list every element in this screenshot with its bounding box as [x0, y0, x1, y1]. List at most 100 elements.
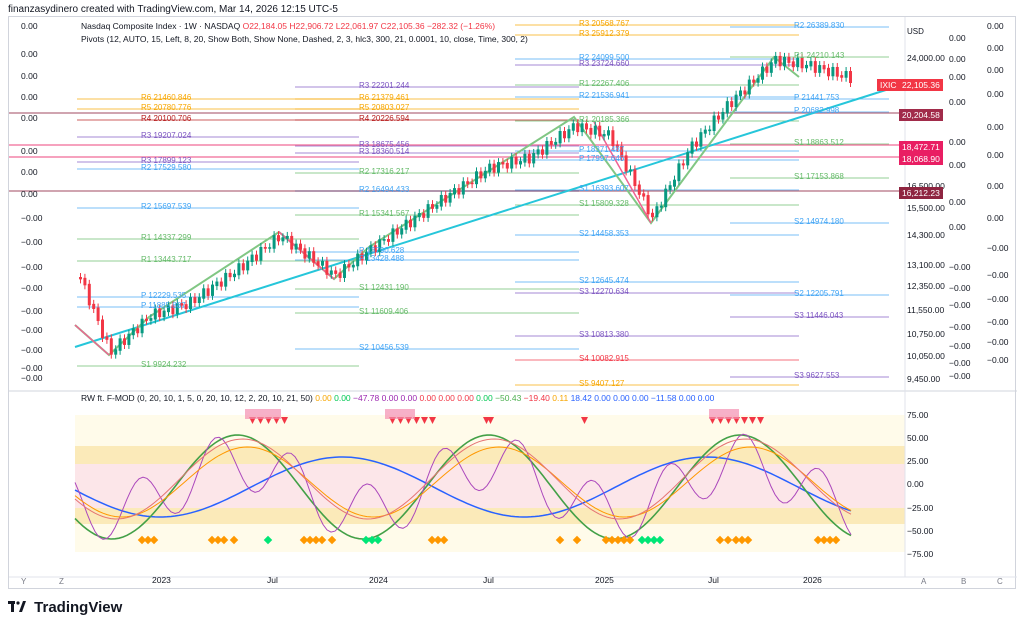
orange-diamond-marker — [613, 535, 623, 545]
left-zero-value: −0.00 — [21, 213, 43, 223]
price-tick: 24,000.00 — [907, 53, 945, 63]
candle-body — [827, 67, 830, 77]
candle-body — [734, 94, 738, 108]
candle-body — [457, 188, 461, 195]
chart-canvas[interactable] — [9, 17, 1017, 590]
right-zero-value: −0.00 — [949, 262, 971, 272]
zoom-toggle-z[interactable]: Z — [59, 577, 64, 586]
right-zero-value-2: 0.00 — [987, 65, 1004, 75]
oscillator-value: −50.43 — [495, 393, 524, 403]
oscillator-tick: 75.00 — [907, 410, 929, 420]
candle-body — [167, 305, 170, 313]
pivot-level-label: P 13428.488 — [359, 254, 405, 263]
time-tick: Jul — [267, 575, 278, 585]
oscillator-tick: 25.00 — [907, 456, 929, 466]
right-zero-value-2: 0.00 — [987, 213, 1004, 223]
candle-body — [409, 219, 412, 228]
price-tick: 9,450.00 — [907, 374, 941, 384]
candle-body — [721, 111, 725, 120]
orange-diamond-marker — [311, 535, 321, 545]
candle-body — [673, 179, 676, 187]
pivot-level-label: R1 20185.366 — [579, 115, 630, 124]
candle-body — [435, 205, 439, 209]
candle-body — [369, 245, 373, 254]
candle-body — [791, 61, 795, 68]
candle-body — [268, 247, 272, 249]
oscillator-value: 0.00 — [400, 393, 420, 403]
oscillator-value: −47.78 — [353, 393, 382, 403]
pivots-indicator-legend[interactable]: Pivots (12, AUTO, 15, Left, 8, 20, Show … — [81, 34, 528, 44]
candle-body — [215, 281, 219, 287]
auto-scale-a[interactable]: A — [921, 577, 927, 586]
red-triangle-marker — [581, 417, 588, 424]
oscillator-value: 0.00 — [334, 393, 354, 403]
orange-diamond-marker — [327, 535, 337, 545]
orange-diamond-marker — [433, 535, 443, 545]
pivot-level-label: P 18371.487 — [579, 145, 625, 154]
oscillator-value: 0.00 — [419, 393, 439, 403]
candle-body — [334, 270, 338, 274]
candle-body — [145, 318, 148, 321]
orange-diamond-marker — [625, 535, 635, 545]
green-diamond-marker — [649, 535, 659, 545]
candle-body — [96, 307, 100, 322]
candle-body — [752, 79, 756, 83]
candle-body — [246, 260, 250, 271]
candle-body — [149, 318, 153, 321]
oscillator-tick: −25.00 — [907, 503, 934, 513]
scale-c[interactable]: C — [997, 577, 1003, 586]
overbought-highlight — [385, 409, 415, 419]
left-zero-value: −0.00 — [21, 237, 43, 247]
orange-diamond-marker — [619, 535, 629, 545]
currency-label[interactable]: USD — [907, 27, 924, 36]
tradingview-logo[interactable]: TradingView — [8, 599, 122, 616]
candle-body — [527, 153, 531, 164]
candle-body — [255, 254, 258, 261]
candle-body — [453, 188, 456, 195]
candle-body — [787, 56, 791, 63]
left-zero-value: −0.00 — [21, 363, 43, 373]
candle-body — [321, 260, 324, 266]
tradingview-logo-icon — [8, 601, 26, 612]
green-diamond-marker — [367, 535, 377, 545]
pivot-level-label: R2 21536.941 — [579, 91, 630, 100]
candle-body — [580, 123, 584, 133]
candle-body — [382, 239, 386, 241]
candle-body — [655, 206, 659, 218]
scale-b[interactable]: B — [961, 577, 967, 586]
symbol-legend[interactable]: Nasdaq Composite Index · 1W · NASDAQ O22… — [81, 21, 495, 31]
price-tick: 10,750.00 — [907, 329, 945, 339]
candle-body — [633, 169, 637, 187]
oscillator-line — [74, 433, 852, 540]
ohlc-high: H22,906.72 — [289, 21, 334, 31]
pivot-level-label: S3 11446.043 — [794, 311, 844, 320]
red-triangle-marker — [487, 417, 494, 424]
pivot-level-label: S2 12205.791 — [794, 289, 844, 298]
oscillator-value: 0.00 — [613, 393, 633, 403]
candle-body — [668, 185, 672, 191]
candle-body — [118, 338, 122, 351]
candle-body — [681, 163, 685, 166]
candle-body — [114, 349, 118, 355]
candle-body — [347, 264, 351, 268]
candle-body — [642, 193, 646, 197]
candle-body — [387, 239, 390, 242]
chart-container[interactable]: Nasdaq Composite Index · 1W · NASDAQ O22… — [8, 16, 1017, 590]
candle-body — [448, 192, 452, 203]
pivot-level-label: R2 24099.500 — [579, 53, 630, 62]
candle-body — [514, 156, 518, 165]
log-toggle-y[interactable]: Y — [21, 577, 27, 586]
candle-body — [162, 310, 166, 318]
right-zero-value: −0.00 — [949, 322, 971, 332]
candle-body — [602, 134, 606, 137]
trend-line[interactable] — [74, 88, 890, 348]
oscillator-legend[interactable]: RW ft. F-MOD (0, 20, 10, 1, 5, 0, 20, 10… — [81, 393, 714, 403]
pivot-level-label: R6 21460.846 — [141, 93, 192, 102]
candle-body — [510, 156, 514, 169]
zigzag-down-segment-2 — [278, 231, 335, 280]
right-zero-value: −0.00 — [949, 341, 971, 351]
candle-body — [743, 90, 747, 95]
orange-diamond-marker — [555, 535, 565, 545]
candle-body — [316, 261, 320, 266]
candle-body — [224, 272, 228, 287]
